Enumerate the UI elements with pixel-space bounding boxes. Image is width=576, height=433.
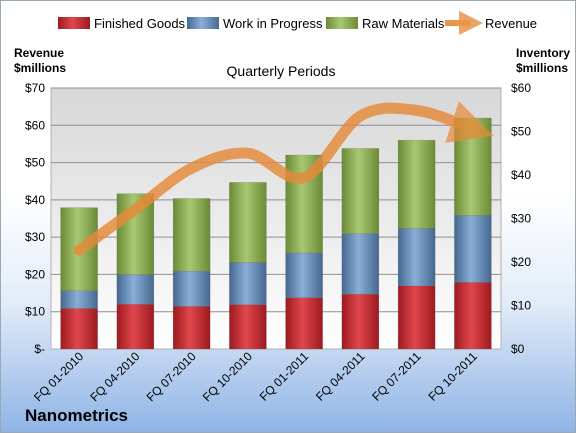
revenue-line-path — [73, 101, 494, 256]
bars — [60, 117, 492, 350]
bar-work-in-progress — [60, 290, 98, 309]
left-axis-ticks: $- $10 $20 $30 $40 $50 $60 $70 — [25, 81, 45, 356]
left-tick-label: $10 — [25, 305, 45, 319]
left-tick-label: $- — [34, 342, 45, 356]
bar-finished-goods — [341, 293, 380, 350]
legend-swatch-raw-materials — [326, 17, 358, 29]
bar-work-in-progress — [229, 262, 267, 305]
left-axis-title-line2: $millions — [14, 61, 66, 75]
chart-title: Quarterly Periods — [227, 63, 336, 79]
bar-work-in-progress — [454, 215, 492, 283]
right-tick-label: $30 — [511, 212, 531, 226]
bar-work-in-progress — [397, 228, 436, 287]
bar-finished-goods — [60, 308, 98, 350]
right-axis-ticks: $0 $10 $20 $30 $40 $50 $60 — [511, 81, 531, 356]
right-axis-title-line2: $millions — [516, 61, 568, 75]
x-tick-label: FQ 01-2011 — [257, 349, 312, 404]
legend: Finished Goods Work in Progress Raw Mate… — [58, 11, 537, 35]
left-tick-label: $70 — [25, 81, 45, 95]
bar-work-in-progress — [172, 270, 211, 307]
x-tick-label: FQ 07-2011 — [369, 349, 424, 404]
x-tick-label: FQ 01-2010 — [31, 349, 86, 404]
x-tick-label: FQ 04-2011 — [313, 349, 368, 404]
bar-finished-goods — [454, 282, 492, 350]
left-axis-title-line1: Revenue — [14, 46, 64, 60]
x-axis-labels: FQ 01-2010 FQ 04-2010 FQ 07-2010 FQ 10-2010… — [31, 349, 480, 404]
bar-work-in-progress — [285, 252, 323, 298]
left-tick-label: $50 — [25, 156, 45, 170]
x-tick-label: FQ 10-2011 — [425, 349, 480, 404]
bar-work-in-progress — [341, 233, 380, 295]
left-tick-label: $60 — [25, 118, 45, 132]
legend-label-raw-materials: Raw Materials — [362, 16, 445, 31]
x-tick-label: FQ 07-2010 — [144, 349, 199, 404]
right-tick-label: $40 — [511, 168, 531, 182]
revenue-line — [73, 101, 494, 256]
bar-finished-goods — [397, 285, 436, 350]
legend-label-work-in-progress: Work in Progress — [223, 16, 323, 31]
bar-raw-materials — [397, 139, 436, 229]
bar-work-in-progress — [116, 274, 155, 305]
bar-finished-goods — [229, 304, 267, 350]
right-tick-label: $60 — [511, 81, 531, 95]
left-tick-label: $40 — [25, 193, 45, 207]
bar-raw-materials — [341, 148, 380, 234]
legend-label-finished-goods: Finished Goods — [94, 16, 186, 31]
bar-raw-materials — [172, 198, 211, 272]
legend-swatch-work-in-progress — [187, 17, 219, 29]
right-tick-label: $20 — [511, 255, 531, 269]
bar-finished-goods — [285, 297, 323, 350]
bar-raw-materials — [229, 182, 267, 263]
right-tick-label: $0 — [511, 342, 525, 356]
right-tick-label: $10 — [511, 299, 531, 313]
bar-finished-goods — [116, 303, 155, 350]
x-tick-label: FQ 04-2010 — [87, 349, 142, 404]
company-name: Nanometrics — [25, 406, 128, 425]
right-axis-title-line1: Inventory — [516, 46, 570, 60]
legend-label-revenue: Revenue — [485, 16, 537, 31]
bar-finished-goods — [172, 306, 211, 350]
left-tick-label: $30 — [25, 230, 45, 244]
legend-swatch-finished-goods — [58, 17, 90, 29]
left-tick-label: $20 — [25, 267, 45, 281]
right-tick-label: $50 — [511, 125, 531, 139]
x-tick-label: FQ 10-2010 — [200, 349, 255, 404]
